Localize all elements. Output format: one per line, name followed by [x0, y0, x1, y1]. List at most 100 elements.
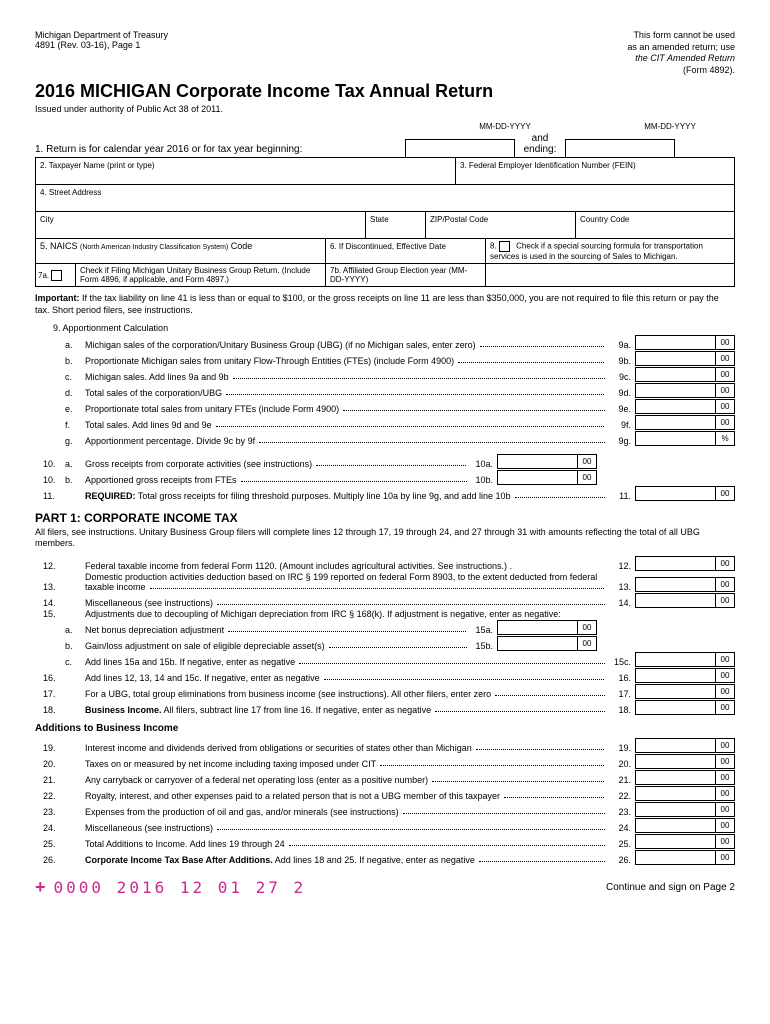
- amount-input[interactable]: 00: [635, 415, 735, 430]
- amount-input[interactable]: 00: [635, 668, 735, 683]
- line-num: 22.: [35, 791, 65, 801]
- amount-input[interactable]: 00: [635, 351, 735, 366]
- line1-label: 1. Return is for calendar year 2016 or f…: [35, 142, 405, 157]
- amount-input[interactable]: 00: [497, 636, 597, 651]
- line-desc: Add lines 15a and 15b. If negative, ente…: [85, 657, 605, 667]
- line-desc: Business Income. All filers, subtract li…: [85, 705, 605, 715]
- line-ref: 15c.: [605, 657, 635, 667]
- line-desc: Gross receipts from corporate activities…: [85, 459, 467, 469]
- amount-input[interactable]: 00: [497, 470, 597, 485]
- field-label: 5. NAICS: [40, 241, 78, 251]
- line-ref: 16.: [605, 673, 635, 683]
- line-ref: 14.: [605, 598, 635, 608]
- line-ref: 25.: [605, 839, 635, 849]
- field-label: Code: [231, 241, 253, 251]
- amount-input[interactable]: 00: [635, 652, 735, 667]
- amount-input[interactable]: 00: [635, 556, 735, 571]
- line-ref: 18.: [605, 705, 635, 715]
- field-label: 2. Taxpayer Name (print or type): [40, 161, 155, 170]
- line-num: 26.: [35, 855, 65, 865]
- continue-note: Continue and sign on Page 2: [606, 882, 735, 893]
- amount-input[interactable]: 00: [635, 367, 735, 382]
- amount-input[interactable]: 00: [635, 818, 735, 833]
- line-ref: 12.: [605, 561, 635, 571]
- line-ref: 13.: [605, 582, 635, 592]
- line-ref: 24.: [605, 823, 635, 833]
- ubg-return-checkbox[interactable]: [51, 270, 62, 281]
- ending-label: and ending:: [515, 131, 565, 157]
- dept-name: Michigan Department of Treasury: [35, 30, 168, 40]
- line-desc: Gain/loss adjustment on sale of eligible…: [85, 641, 467, 651]
- field-label: City: [40, 215, 54, 224]
- line-ref: 9e.: [605, 404, 635, 414]
- amount-input[interactable]: 00: [635, 738, 735, 753]
- line-desc: Adjustments due to decoupling of Michiga…: [85, 609, 601, 619]
- line-ref: 22.: [605, 791, 635, 801]
- line-ref: 11.: [605, 491, 635, 501]
- additions-header: Additions to Business Income: [35, 723, 735, 734]
- line-desc: Interest income and dividends derived fr…: [85, 743, 605, 753]
- amount-input[interactable]: 00: [635, 383, 735, 398]
- amount-input[interactable]: %: [635, 431, 735, 446]
- part1-note: All filers, see instructions. Unitary Bu…: [35, 527, 735, 550]
- line-num: 25.: [35, 839, 65, 849]
- line-sub: c.: [65, 372, 85, 382]
- field-label: ZIP/Postal Code: [430, 215, 488, 224]
- amount-input[interactable]: 00: [635, 593, 735, 608]
- amount-input[interactable]: 00: [635, 850, 735, 865]
- line-num: 10.: [35, 475, 65, 485]
- line-ref: 10b.: [467, 475, 497, 485]
- note-line: the CIT Amended Return: [627, 53, 735, 65]
- special-sourcing-checkbox[interactable]: [499, 241, 510, 252]
- line-ref: 9g.: [605, 436, 635, 446]
- line-sub: a.: [65, 459, 85, 469]
- line-num: 23.: [35, 807, 65, 817]
- line-desc: Miscellaneous (see instructions): [85, 823, 605, 833]
- line-ref: 15b.: [467, 641, 497, 651]
- line-desc: Apportioned gross receipts from FTEs: [85, 475, 467, 485]
- line-num: 17.: [35, 689, 65, 699]
- line-num: 12.: [35, 561, 65, 571]
- line-desc: Federal taxable income from federal Form…: [85, 561, 605, 571]
- amount-input[interactable]: 00: [635, 770, 735, 785]
- line-desc: Total sales of the corporation/UBG: [85, 388, 605, 398]
- line-desc: Proportionate Michigan sales from unitar…: [85, 356, 605, 366]
- line-num: 20.: [35, 759, 65, 769]
- amount-input[interactable]: 00: [497, 454, 597, 469]
- line-sub: d.: [65, 388, 85, 398]
- amount-input[interactable]: 00: [635, 700, 735, 715]
- line-sub: c.: [65, 657, 85, 667]
- line-desc: For a UBG, total group eliminations from…: [85, 689, 605, 699]
- field-label: 6. If Discontinued, Effective Date: [330, 242, 446, 251]
- line-ref: 19.: [605, 743, 635, 753]
- line-num: 10.: [35, 459, 65, 469]
- amount-input[interactable]: 00: [635, 399, 735, 414]
- amount-input[interactable]: 00: [635, 486, 735, 501]
- line-desc: Expenses from the production of oil and …: [85, 807, 605, 817]
- form-subtitle: Issued under authority of Public Act 38 …: [35, 104, 735, 114]
- amount-input[interactable]: 00: [635, 754, 735, 769]
- line-desc: Michigan sales. Add lines 9a and 9b: [85, 372, 605, 382]
- amount-input[interactable]: 00: [635, 577, 735, 592]
- line-ref: 9c.: [605, 372, 635, 382]
- amount-input[interactable]: 00: [635, 786, 735, 801]
- part1-header: PART 1: CORPORATE INCOME TAX: [35, 511, 735, 525]
- line-desc: Miscellaneous (see instructions): [85, 598, 605, 608]
- field-number: 7a.: [38, 271, 49, 280]
- amount-input[interactable]: 00: [635, 335, 735, 350]
- tax-year-begin-input[interactable]: [405, 139, 515, 157]
- amount-input[interactable]: 00: [497, 620, 597, 635]
- line-desc: Corporate Income Tax Base After Addition…: [85, 855, 605, 865]
- line-desc: Add lines 12, 13, 14 and 15c. If negativ…: [85, 673, 605, 683]
- amount-input[interactable]: 00: [635, 834, 735, 849]
- line-desc: Royalty, interest, and other expenses pa…: [85, 791, 605, 801]
- tax-year-end-input[interactable]: [565, 139, 675, 157]
- field-label: Check if a special sourcing formula for …: [490, 241, 703, 260]
- line-desc: REQUIRED: Total gross receipts for filin…: [85, 491, 605, 501]
- line-ref: 26.: [605, 855, 635, 865]
- note-line: (Form 4892).: [627, 65, 735, 77]
- field-label: Check if Filing Michigan Unitary Busines…: [76, 264, 326, 286]
- line-num: 18.: [35, 705, 65, 715]
- amount-input[interactable]: 00: [635, 802, 735, 817]
- amount-input[interactable]: 00: [635, 684, 735, 699]
